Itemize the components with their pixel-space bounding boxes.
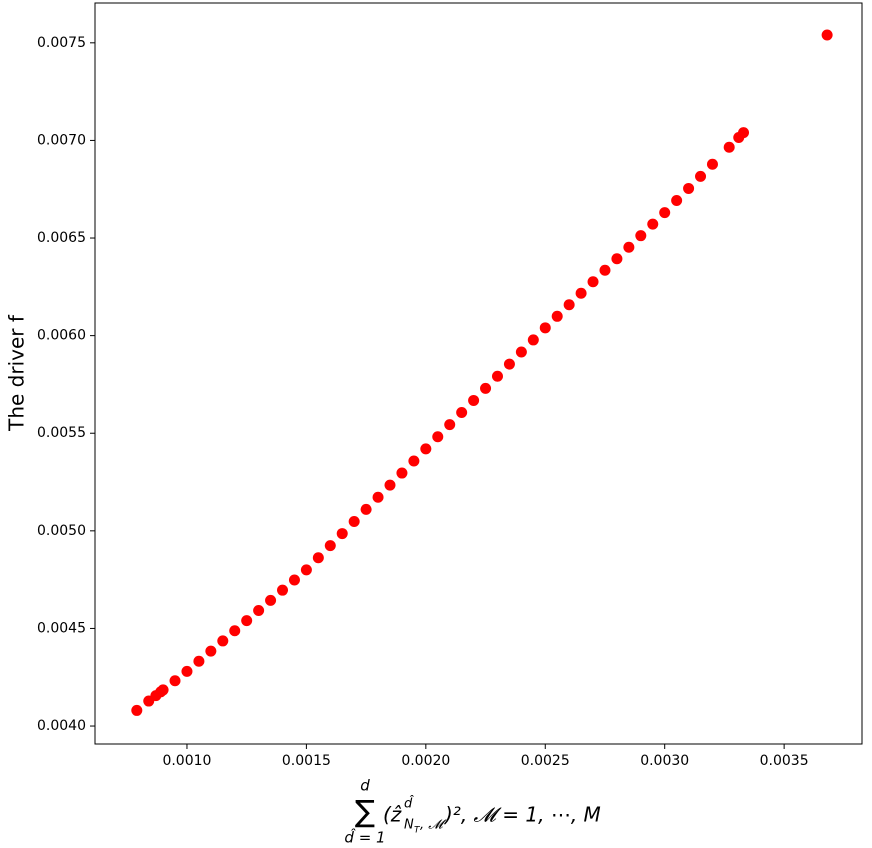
point bbox=[229, 625, 241, 637]
point bbox=[515, 346, 527, 358]
point bbox=[821, 29, 833, 41]
point bbox=[169, 675, 181, 687]
point bbox=[241, 615, 253, 627]
y-tick-label: 0.0055 bbox=[37, 425, 86, 441]
y-tick-label: 0.0045 bbox=[37, 620, 86, 636]
x-tick-label: 0.0025 bbox=[521, 753, 570, 769]
x-tick-label: 0.0020 bbox=[401, 753, 450, 769]
point bbox=[527, 334, 539, 346]
point bbox=[131, 704, 143, 716]
point bbox=[408, 455, 420, 467]
x-label-lower: d̂ = 1 bbox=[344, 828, 385, 847]
point bbox=[396, 467, 408, 479]
point bbox=[723, 141, 735, 153]
point bbox=[671, 195, 683, 207]
x-label-sub: N bbox=[404, 818, 414, 833]
point bbox=[635, 230, 647, 242]
point bbox=[480, 382, 492, 394]
point bbox=[503, 358, 515, 370]
point bbox=[468, 394, 480, 406]
y-axis-label: The driver f bbox=[5, 314, 29, 432]
y-tick-label: 0.0060 bbox=[37, 328, 86, 344]
point bbox=[695, 170, 707, 182]
point bbox=[659, 207, 671, 219]
x-label-subtail: , 𝓜 bbox=[420, 818, 447, 833]
point bbox=[444, 419, 456, 431]
point bbox=[217, 635, 229, 647]
point bbox=[372, 491, 384, 503]
y-tick-label: 0.0040 bbox=[37, 718, 86, 734]
point bbox=[348, 515, 360, 527]
x-label-upper: d bbox=[360, 777, 370, 795]
point bbox=[265, 594, 277, 606]
point bbox=[491, 370, 503, 382]
x-label-tail: )², 𝓜 = 1, ⋯, M bbox=[443, 803, 601, 827]
y-tick-label: 0.0075 bbox=[37, 35, 86, 51]
y-tick-label: 0.0050 bbox=[37, 523, 86, 539]
x-label-sup: d̂ bbox=[404, 796, 414, 811]
point bbox=[384, 479, 396, 491]
point bbox=[193, 655, 205, 667]
point bbox=[599, 264, 611, 276]
point bbox=[336, 528, 348, 540]
x-axis-label: ∑ d d̂ = 1 (ẑ d̂ N T , 𝓜 )², 𝓜 = 1, ⋯, M bbox=[344, 777, 600, 847]
x-tick-label: 0.0035 bbox=[760, 753, 809, 769]
point bbox=[738, 127, 750, 139]
point bbox=[253, 604, 265, 616]
x-label-sum: ∑ bbox=[355, 795, 375, 830]
x-label-body: (ẑ bbox=[383, 803, 402, 827]
point bbox=[360, 503, 372, 515]
y-tick-label: 0.0070 bbox=[37, 132, 86, 148]
point bbox=[420, 443, 432, 455]
y-tick-label: 0.0065 bbox=[37, 230, 86, 246]
point bbox=[563, 299, 575, 311]
x-label-subsub: T bbox=[414, 826, 421, 836]
point bbox=[647, 218, 659, 230]
point bbox=[539, 322, 551, 334]
point bbox=[611, 253, 623, 265]
point bbox=[300, 564, 312, 576]
point bbox=[575, 287, 587, 299]
point bbox=[312, 552, 324, 564]
point bbox=[205, 645, 217, 657]
x-tick-label: 0.0010 bbox=[162, 753, 211, 769]
x-tick-label: 0.0030 bbox=[640, 753, 689, 769]
point bbox=[288, 574, 300, 586]
point bbox=[277, 584, 289, 596]
point bbox=[181, 665, 193, 677]
point bbox=[157, 684, 169, 696]
point bbox=[683, 182, 695, 194]
point bbox=[456, 407, 468, 419]
x-tick-label: 0.0015 bbox=[282, 753, 331, 769]
point bbox=[706, 158, 718, 170]
point bbox=[587, 276, 599, 288]
point bbox=[324, 540, 336, 552]
plot-frame bbox=[94, 2, 863, 745]
point bbox=[551, 310, 563, 322]
point bbox=[623, 241, 635, 253]
point bbox=[432, 431, 444, 443]
